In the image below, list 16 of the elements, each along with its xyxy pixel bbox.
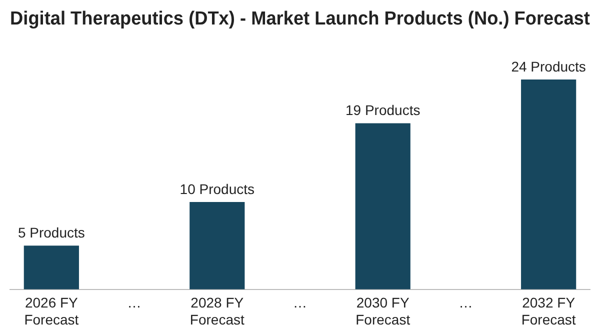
x-tick-label: … (293, 294, 307, 311)
bar (190, 202, 245, 290)
bar (355, 123, 410, 290)
x-tick-label: 2026 FY Forecast (24, 294, 79, 328)
x-tick-label: 2032 FY Forecast (521, 294, 576, 328)
x-tick-label: … (458, 294, 473, 311)
data-label: 5 Products (18, 224, 85, 241)
bar (521, 80, 576, 290)
data-label: 19 Products (346, 102, 420, 118)
x-tick-label: … (127, 294, 142, 311)
bar (24, 246, 79, 290)
data-label: 24 Products (511, 58, 586, 74)
chart-title: Digital Therapeutics (DTx) - Market Launch Products (No.) Forecast (10, 7, 590, 29)
x-tick-label: 2028 FY Forecast (190, 294, 244, 328)
x-tick-label: 2030 FY Forecast (356, 294, 410, 328)
data-label: 10 Products (180, 180, 254, 197)
